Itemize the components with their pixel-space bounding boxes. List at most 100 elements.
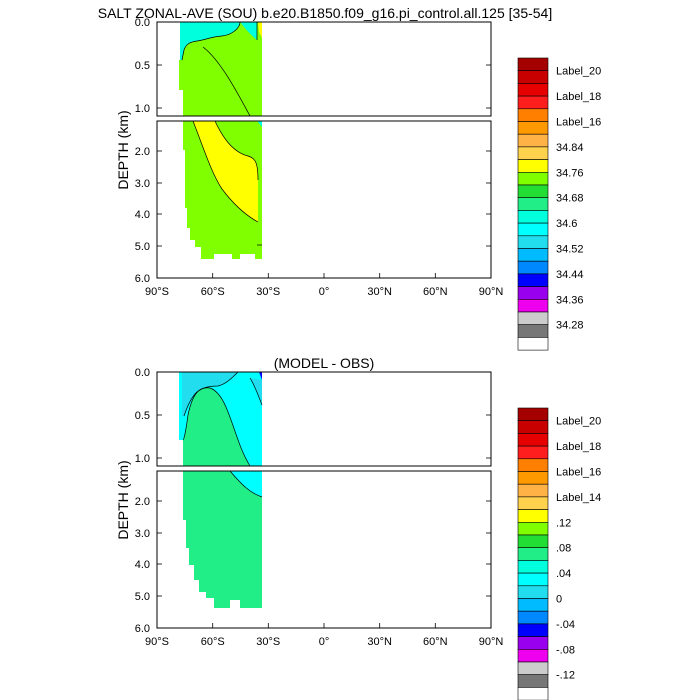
lower-field — [183, 120, 262, 259]
colorbar-label: 34.28 — [556, 320, 584, 332]
colorbar-swatch — [517, 273, 549, 287]
chart-title: SALT ZONAL-AVE (SOU) b.e20.B1850.f09_g16… — [98, 5, 552, 21]
region-seagreen-lower — [183, 471, 262, 608]
chart-title: (MODEL - OBS) — [274, 355, 375, 371]
panel-salinity: SALT ZONAL-AVE (SOU) b.e20.B1850.f09_g16… — [98, 5, 601, 351]
y-tick-label: 6.0 — [135, 623, 150, 635]
colorbar-swatch — [517, 636, 549, 650]
x-tick-label: 90°S — [145, 636, 169, 648]
colorbar-swatch — [517, 661, 549, 675]
colorbar-swatch — [517, 610, 549, 625]
colorbar-swatch — [517, 324, 549, 338]
y-tick-label: 6.0 — [135, 273, 150, 285]
colorbar-swatch — [517, 133, 549, 148]
region-cyan-lower — [257, 121, 262, 127]
y-tick-label: 2.0 — [135, 496, 150, 508]
region-cyan-strip — [240, 22, 257, 40]
colorbar-label: Label_16 — [556, 467, 601, 479]
x-ticks — [212, 623, 436, 628]
x-tick-label: 60°S — [201, 286, 225, 298]
colorbar-swatch — [517, 95, 549, 110]
region-yellow-corner — [258, 22, 262, 38]
colorbar-swatch — [517, 560, 549, 574]
colorbar-swatch — [517, 458, 549, 472]
lower-y-ticks — [157, 500, 491, 597]
colorbar-swatch — [517, 407, 549, 421]
colorbar-swatch — [517, 108, 549, 122]
colorbar-swatch — [517, 623, 549, 637]
colorbar-label: Label_16 — [556, 117, 601, 129]
x-tick-labels: 90°S 60°S 30°S 0° 30°N 60°N 90°N — [145, 636, 503, 648]
colorbar-label: 34.68 — [556, 193, 584, 205]
x-tick-label: 30°N — [367, 286, 392, 298]
colorbar-swatch — [517, 83, 549, 97]
y-tick-label: 0.5 — [135, 60, 150, 72]
colorbar-swatch — [517, 172, 549, 186]
y-tick-label: 1.0 — [135, 453, 150, 465]
y-axis-label: DEPTH (km) — [115, 110, 131, 189]
colorbar-swatch — [517, 311, 549, 325]
colorbar-swatch — [517, 197, 549, 211]
colorbar-label: 34.36 — [556, 294, 584, 306]
y-tick-labels: 0.0 0.5 1.0 2.0 3.0 4.0 5.0 6.0 — [135, 367, 150, 635]
colorbar-label: 34.44 — [556, 269, 584, 281]
contour-line-upper-2 — [183, 371, 239, 417]
colorbar-swatch — [517, 298, 549, 313]
colorbar-swatch — [517, 248, 549, 262]
y-tick-label: 2.0 — [135, 146, 150, 158]
y-tick-label: 0.5 — [135, 410, 150, 422]
y-tick-label: 1.0 — [135, 103, 150, 115]
contour-line-lower-1 — [229, 470, 263, 498]
colorbar-label: 34.6 — [556, 218, 577, 230]
colorbar-swatch — [517, 70, 549, 84]
y-tick-label: 4.0 — [135, 559, 150, 571]
colorbar-label: Label_20 — [556, 66, 601, 78]
y-tick-label: 3.0 — [135, 178, 150, 190]
x-tick-label: 0° — [319, 636, 330, 648]
upper-frame — [156, 371, 492, 467]
lower-y-ticks — [157, 150, 491, 247]
colorbar-swatch — [517, 674, 549, 688]
colorbar-swatch — [517, 57, 549, 71]
colorbar-label: .08 — [556, 543, 571, 555]
colorbar-swatch — [517, 534, 549, 548]
colorbar-label: Label_18 — [556, 441, 601, 453]
colorbar-swatch — [517, 496, 549, 510]
upper-frame — [156, 21, 492, 117]
region-cyan-lower — [230, 471, 262, 497]
colorbar-swatch — [517, 687, 549, 700]
colorbar-swatch — [517, 547, 549, 561]
y-axis-label: DEPTH (km) — [115, 460, 131, 539]
region-cyan-upper — [179, 372, 262, 466]
colorbar-swatch — [517, 146, 549, 160]
colorbar-swatch — [517, 585, 549, 599]
x-tick-label: 60°N — [423, 636, 448, 648]
y-tick-label: 5.0 — [135, 591, 150, 603]
colorbar-swatch — [517, 445, 549, 460]
lower-field — [183, 470, 263, 608]
colorbar-label: Label_20 — [556, 416, 601, 428]
upper-y-ticks — [157, 21, 491, 109]
x-tick-label: 90°N — [479, 286, 504, 298]
upper-field — [179, 21, 262, 117]
x-tick-label: 30°S — [256, 636, 280, 648]
colorbar-label: 0 — [556, 594, 562, 606]
contour-line-lower-1 — [192, 120, 259, 223]
region-cyan-upper — [180, 22, 240, 60]
colorbar-swatch — [517, 260, 549, 275]
colorbar-swatch — [517, 222, 549, 237]
colorbar-label: 34.52 — [556, 244, 584, 256]
colorbar-swatch — [517, 121, 549, 135]
upper-field — [179, 371, 263, 467]
panel-difference: (MODEL - OBS) — [115, 355, 601, 700]
colorbar-swatch — [517, 433, 549, 447]
x-tick-label: 90°S — [145, 286, 169, 298]
region-lightcyan-right — [250, 378, 262, 405]
colorbar-difference: Label_20 Label_18 Label_16 Label_14 .12 .08 .0… — [517, 407, 601, 700]
colorbar-swatch — [517, 648, 549, 663]
colorbar-label: -.12 — [556, 670, 575, 682]
x-tick-label: 60°S — [201, 636, 225, 648]
y-tick-label: 5.0 — [135, 241, 150, 253]
contour-line-upper-3 — [249, 377, 263, 406]
x-ticks — [212, 273, 436, 278]
